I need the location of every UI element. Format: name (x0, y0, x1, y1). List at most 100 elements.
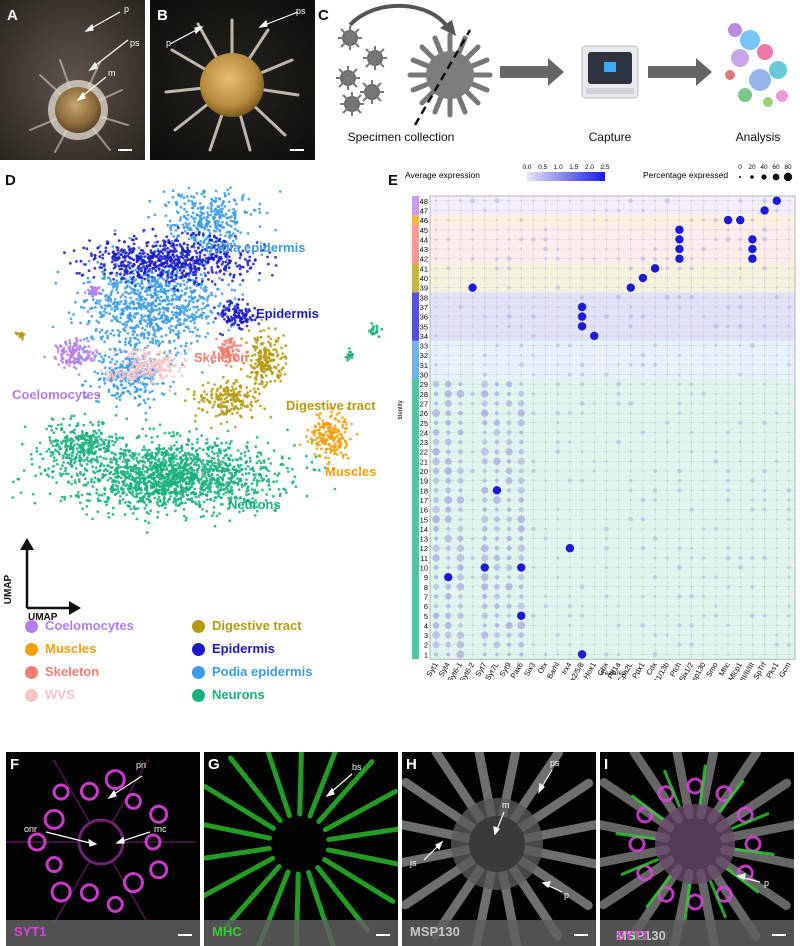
umap-point (129, 336, 132, 340)
umap-point (168, 389, 172, 392)
umap-point (73, 443, 76, 447)
umap-point (202, 500, 206, 504)
umap-point (153, 489, 157, 493)
umap-point (260, 365, 263, 369)
umap-point (224, 212, 228, 216)
umap-point (151, 295, 155, 298)
umap-point (166, 275, 170, 278)
umap-point (174, 457, 178, 461)
umap-point (133, 454, 137, 457)
umap-point (112, 452, 116, 455)
umap-point (239, 479, 243, 483)
umap-point (174, 509, 177, 513)
umap-point (219, 269, 223, 273)
umap-point (76, 450, 80, 454)
umap-point (143, 519, 147, 523)
umap-point (216, 222, 220, 226)
umap-point (77, 438, 80, 442)
umap-point (112, 456, 116, 459)
umap-point (174, 315, 178, 319)
umap-point (170, 272, 174, 276)
umap-point (191, 211, 195, 215)
umap-point (154, 466, 158, 469)
umap-point (117, 333, 121, 337)
umap-point (96, 371, 100, 375)
umap-point (205, 476, 208, 480)
umap-point (227, 328, 231, 332)
umap-point (170, 302, 174, 306)
umap-point (141, 455, 145, 459)
umap-point (329, 428, 333, 432)
umap-point (94, 437, 98, 441)
umap-point (113, 309, 116, 313)
umap-point (324, 456, 327, 460)
umap-point (235, 380, 239, 383)
umap-point (41, 457, 45, 461)
umap-point (91, 457, 95, 461)
umap-point (91, 465, 94, 469)
umap-point (257, 354, 261, 358)
umap-point (145, 324, 149, 328)
umap-point (165, 453, 168, 456)
umap-point (70, 475, 73, 479)
umap-point (116, 248, 119, 252)
umap-point (103, 340, 106, 344)
umap-point (114, 441, 117, 444)
umap-point (130, 257, 134, 260)
umap-point (201, 448, 205, 452)
umap-point (199, 515, 203, 519)
umap-point (280, 455, 284, 458)
umap-point (234, 495, 238, 499)
umap-point (113, 297, 117, 301)
umap-point (245, 444, 248, 448)
umap-point (68, 341, 72, 345)
umap-point (316, 440, 320, 444)
umap-point (133, 464, 137, 467)
umap-point (124, 453, 128, 457)
umap-point (215, 236, 219, 240)
umap-point (85, 462, 89, 466)
umap-point (64, 445, 67, 449)
umap-point (71, 430, 75, 434)
umap-point (215, 468, 219, 472)
umap-point (286, 470, 290, 473)
umap-point (112, 383, 116, 387)
umap-point (265, 493, 269, 496)
umap-point (245, 341, 248, 345)
umap-point (152, 291, 156, 295)
umap-point (186, 252, 189, 256)
umap-point (129, 472, 133, 476)
umap-point (269, 358, 273, 362)
umap-point (165, 315, 169, 318)
umap-point (298, 443, 302, 447)
umap-point (193, 236, 197, 239)
umap-point (145, 465, 148, 469)
umap-point (161, 473, 165, 477)
umap-point (156, 254, 160, 257)
umap-point (250, 501, 253, 504)
umap-point (201, 279, 204, 283)
umap-point (142, 495, 146, 498)
umap-point (193, 501, 197, 504)
umap-point (270, 273, 274, 277)
umap-point (226, 429, 230, 433)
umap-point (269, 415, 273, 419)
umap-point (233, 313, 236, 317)
umap-point (230, 492, 234, 496)
umap-point (255, 435, 259, 439)
umap-point (197, 400, 201, 404)
umap-point (221, 333, 225, 337)
umap-point (253, 258, 257, 262)
umap-point (58, 447, 62, 451)
umap-point (229, 234, 233, 238)
umap-point (234, 261, 238, 265)
umap-point (104, 249, 108, 253)
umap-point (63, 497, 67, 501)
umap-point (248, 255, 252, 259)
umap-point (196, 339, 200, 343)
umap-point (266, 368, 270, 371)
umap-point (171, 189, 175, 193)
umap-point (195, 255, 199, 259)
umap-point (193, 419, 197, 423)
umap-point (187, 476, 191, 480)
